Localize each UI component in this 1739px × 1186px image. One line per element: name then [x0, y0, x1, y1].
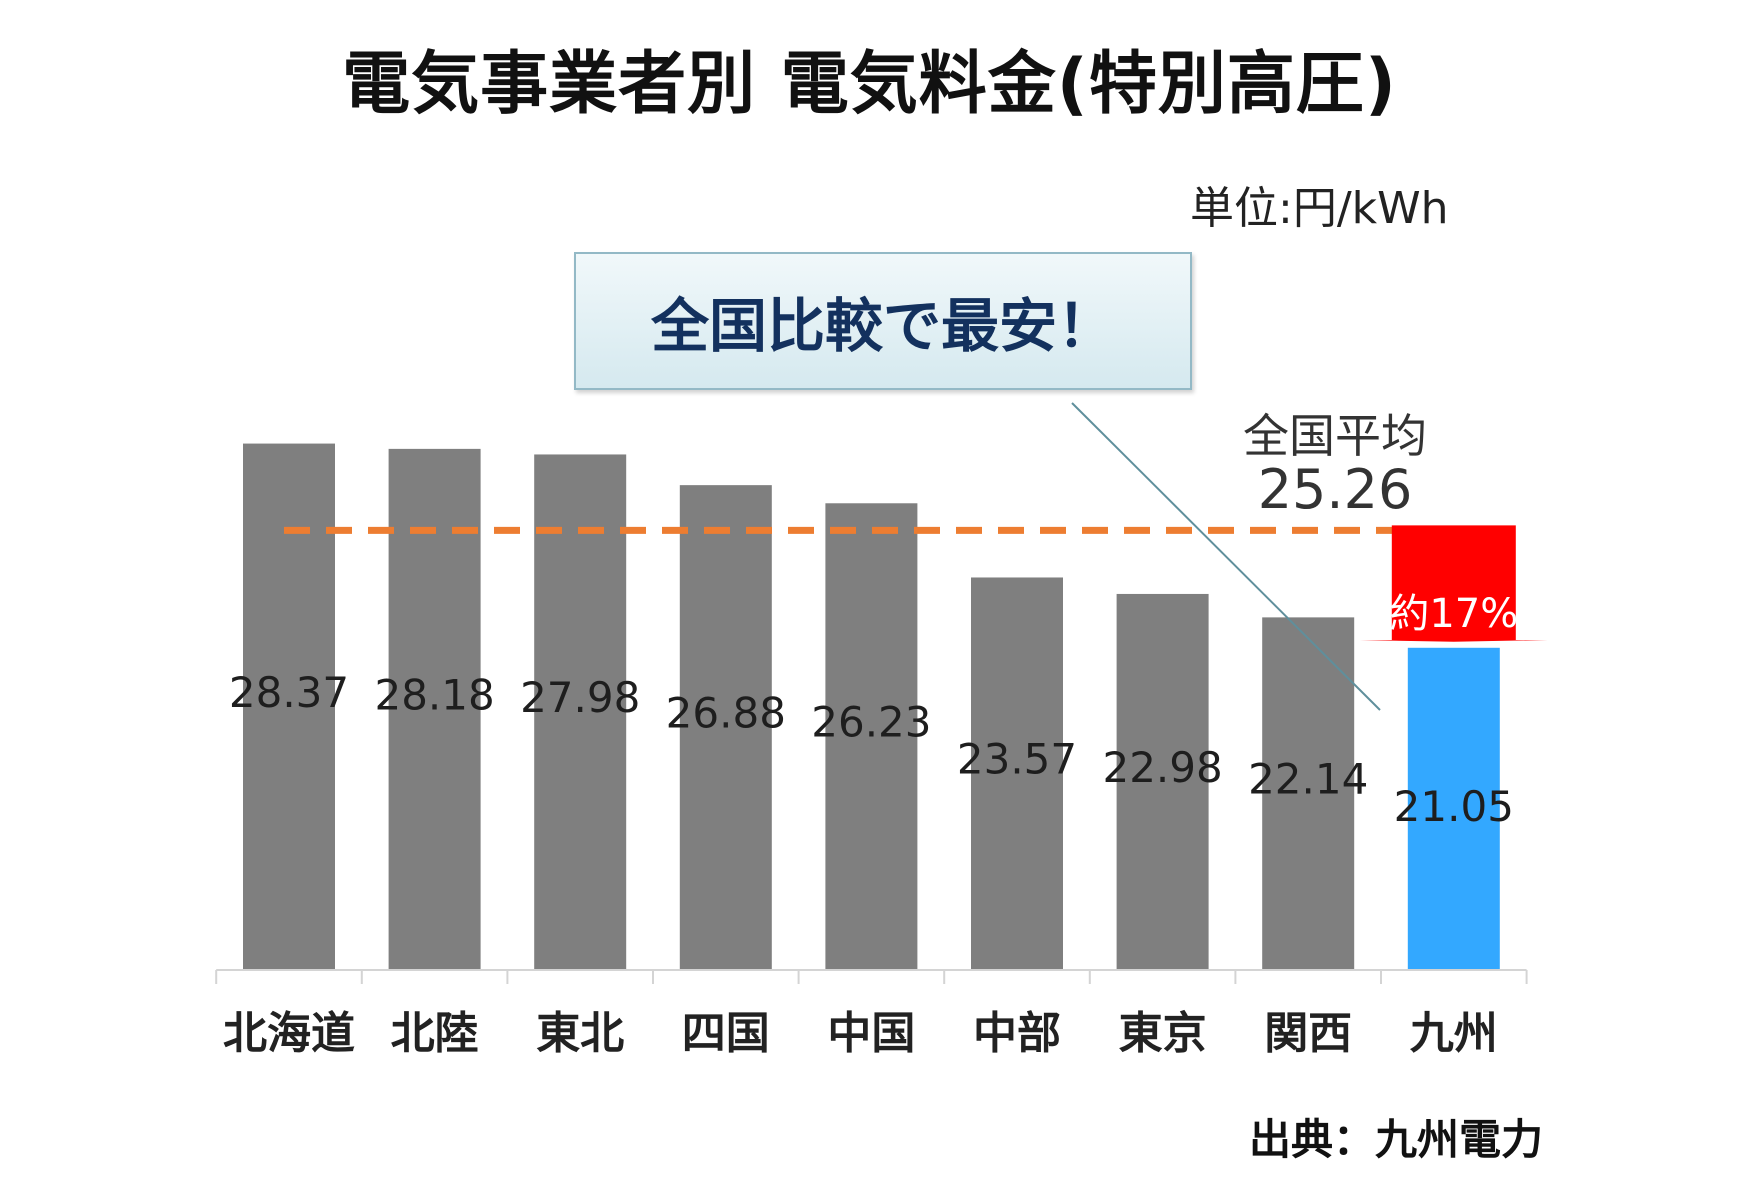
- category-label-北海道: 北海道: [223, 1008, 355, 1059]
- bar-九州: [1407, 647, 1500, 970]
- value-label-九州: 21.05: [1394, 782, 1514, 831]
- category-label-中部: 中部: [973, 1008, 1061, 1059]
- unit-label: 単位:円/kWh: [1190, 183, 1449, 234]
- bar-東北: [534, 454, 627, 970]
- callout-box: 全国比較で最安！: [574, 252, 1192, 390]
- bar-関西: [1262, 617, 1355, 970]
- category-label-北陸: 北陸: [391, 1008, 479, 1059]
- value-label-北海道: 28.37: [229, 668, 349, 717]
- value-label-東北: 27.98: [520, 673, 640, 722]
- down-arrow-icon: [1359, 525, 1548, 642]
- average-label: 全国平均: [1243, 409, 1427, 463]
- bar-中部: [971, 577, 1063, 970]
- reduction-arrow: 約17%: [1359, 525, 1548, 642]
- category-label-中国: 中国: [827, 1008, 915, 1059]
- x-axis: 北海道 北陸 東北 四国 中国 中部 東京 関西 九州: [215, 969, 1528, 1059]
- value-label-中部: 23.57: [957, 735, 1077, 784]
- arrow-label: 約17%: [1389, 591, 1518, 637]
- bar-北陸: [388, 448, 481, 971]
- source-note: 出典：九州電力: [1248, 1115, 1543, 1164]
- bars-layer: [243, 443, 1500, 971]
- category-label-東京: 東京: [1119, 1008, 1207, 1059]
- average-value: 25.26: [1257, 458, 1413, 521]
- value-label-東京: 22.98: [1102, 743, 1222, 792]
- value-label-北陸: 28.18: [374, 670, 494, 719]
- bar-中国: [825, 503, 918, 970]
- category-label-東北: 東北: [536, 1008, 624, 1059]
- bar-四国: [679, 485, 772, 970]
- chart-title: 電気事業者別 電気料金(特別高圧): [342, 45, 1397, 124]
- category-label-四国: 四国: [682, 1008, 770, 1059]
- callout-connector-line: [1071, 402, 1381, 711]
- category-label-関西: 関西: [1264, 1008, 1352, 1059]
- value-label-中国: 26.23: [811, 698, 931, 747]
- value-label-四国: 26.88: [666, 689, 786, 738]
- category-label-九州: 九州: [1410, 1008, 1498, 1059]
- bar-東京: [1116, 593, 1209, 970]
- value-labels-layer: 28.37 28.18 27.98 26.88 26.23 23.57 22.98 22.14…: [229, 668, 1514, 831]
- value-label-関西: 22.14: [1248, 755, 1368, 804]
- callout-connector-layer: [1071, 402, 1381, 711]
